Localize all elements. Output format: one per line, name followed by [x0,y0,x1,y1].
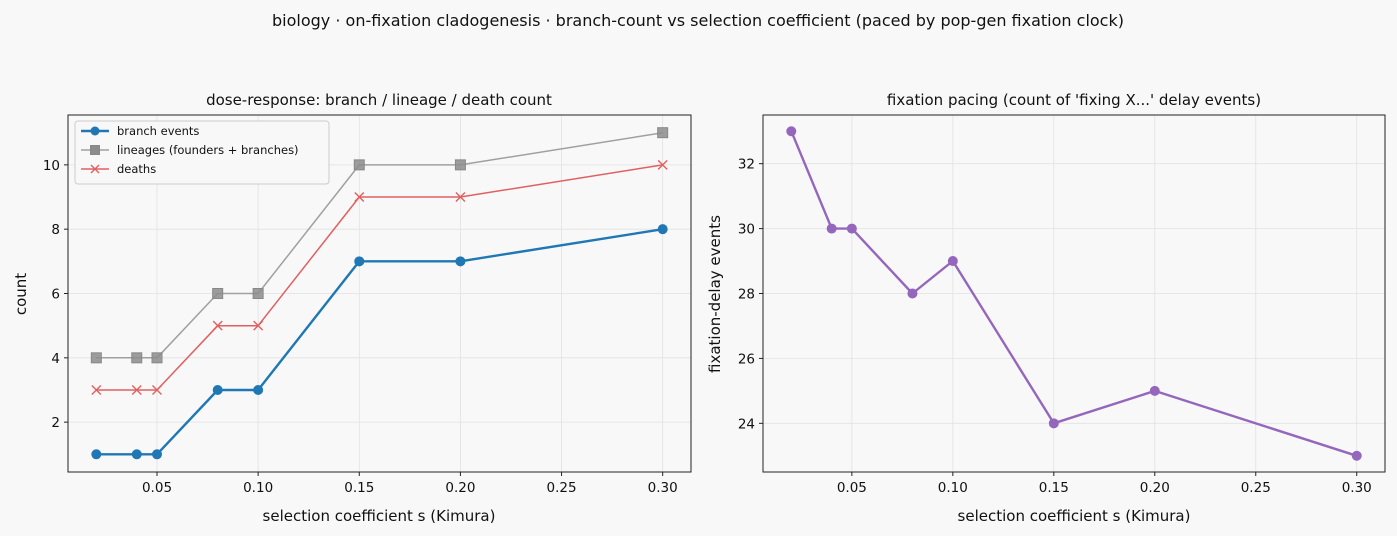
dose-response-x-tick-label-3: 0.20 [445,480,475,496]
dose-response-series-1-point-4 [252,288,264,299]
fixation-pacing-x-tick-label-5: 0.30 [1342,480,1372,496]
dose-response-series-0-point-4 [253,384,264,395]
fixation-pacing-series-0-point-1 [826,223,837,234]
dose-response-xlabel: selection coefficient s (Kimura) [263,507,496,525]
dose-response-series-1-point-0 [90,352,102,364]
fixation-pacing-series-0-point-7 [1351,450,1362,461]
dose-response-series-2-point-5 [354,192,365,203]
dose-response-series-0-point-6 [455,256,466,267]
fixation-pacing-panel: fixation pacing (count of 'fixing X...' … [706,91,1386,525]
dose-response-legend-entry-0: branch events [81,124,199,138]
dose-response-legend-entry-0-marker [90,126,100,136]
dose-response-series-1-point-5 [353,159,365,171]
fixation-pacing-x-tick-label-0: 0.05 [837,480,867,496]
dose-response-x-tick-label-5: 0.30 [648,480,678,496]
dose-response-series-2-point-6 [455,192,466,203]
dose-response-legend: branch events lineages (founders + branch… [74,120,330,185]
fixation-pacing-x-tick-label-4: 0.25 [1241,480,1271,496]
dose-response-series-2-point-4 [253,320,264,331]
dose-response-panel: dose-response: branch / lineage / death … [12,91,692,525]
fixation-pacing-y-tick-label-1: 26 [738,351,755,367]
fixation-pacing-series-0-point-4 [947,256,958,267]
dose-response-series-1-point-7 [657,127,669,139]
dose-response-legend-entry-2-label: deaths [117,162,156,176]
dose-response-x-tick-label-0: 0.05 [142,480,172,496]
dose-response-series-2-point-3 [212,320,223,331]
fixation-pacing-y-tick-label-3: 30 [738,222,755,238]
dose-response-series-1-point-1 [131,352,143,364]
dose-response-y-tick-label-2: 6 [51,287,60,303]
dose-response-y-tick-label-1: 4 [51,351,60,367]
fixation-pacing-xlabel: selection coefficient s (Kimura) [958,507,1191,525]
dose-response-legend-entry-2-marker [90,164,100,174]
fixation-pacing-series-0-point-6 [1149,385,1160,396]
dose-response-series-0 [91,224,668,460]
fixation-pacing-x-tick-label-2: 0.15 [1039,480,1069,496]
dose-response-legend-box [74,120,330,185]
dose-response-legend-entry-2: deaths [81,162,156,176]
dose-response-legend-entry-1: lineages (founders + branches) [81,143,299,157]
dose-response-ylabel: count [12,273,30,315]
fixation-pacing-series-0-point-0 [786,126,797,137]
fixation-pacing-series-0-point-2 [846,223,857,234]
fixation-pacing-x-tick-label-3: 0.20 [1140,480,1170,496]
dose-response-series-0-point-7 [657,224,668,235]
dose-response-series-1-point-3 [212,288,224,299]
dose-response-series-2-point-2 [152,384,162,395]
dose-response-y-tick-label-0: 2 [51,415,60,431]
dose-response-series-2-line [96,164,663,391]
dose-response-series-0-point-2 [152,449,162,460]
fixation-pacing-y-tick-label-2: 28 [738,287,755,303]
dose-response-series-0-point-1 [131,449,142,460]
dose-response-series-2-point-7 [657,159,668,170]
dose-response-x-tick-label-1: 0.10 [243,480,273,496]
dose-response-series-0-point-5 [354,256,365,267]
fixation-pacing-series-0 [786,126,1362,461]
dose-response-series-2-point-0 [91,384,102,395]
dose-response-x-tick-label-2: 0.15 [344,480,374,496]
fixation-pacing-y-tick-label-0: 24 [738,416,755,432]
dose-response-series-1-point-6 [454,159,466,171]
dose-response-y-tick-label-4: 10 [43,158,60,174]
fixation-pacing-x-tick-label-1: 0.10 [938,480,968,496]
dose-response-legend-entry-1-label: lineages (founders + branches) [117,143,299,157]
dose-response-x-tick-label-4: 0.25 [547,480,577,496]
dose-response-series-2-point-1 [131,384,142,395]
dose-response-title: dose-response: branch / lineage / death … [206,91,552,109]
dose-response-legend-entry-0-label: branch events [117,124,199,138]
fixation-pacing-title: fixation pacing (count of 'fixing X...' … [887,91,1261,109]
figure-suptitle: biology · on-fixation cladogenesis · bra… [272,11,1124,30]
dose-response-y-tick-label-3: 8 [51,222,60,238]
fixation-pacing-series-0-point-5 [1048,418,1059,429]
fixation-pacing-ylabel: fixation-delay events [706,215,724,373]
dose-response-legend-entry-1-marker [90,145,100,155]
fixation-pacing-y-tick-label-4: 32 [738,157,755,173]
dose-response-series-0-point-3 [212,384,223,395]
dose-response-series-1-point-2 [151,352,163,364]
dose-response-series-2 [91,159,668,395]
fixation-pacing-series-0-point-3 [907,288,918,299]
dose-response-series-1 [90,127,669,364]
dose-response-series-0-point-0 [91,449,102,460]
